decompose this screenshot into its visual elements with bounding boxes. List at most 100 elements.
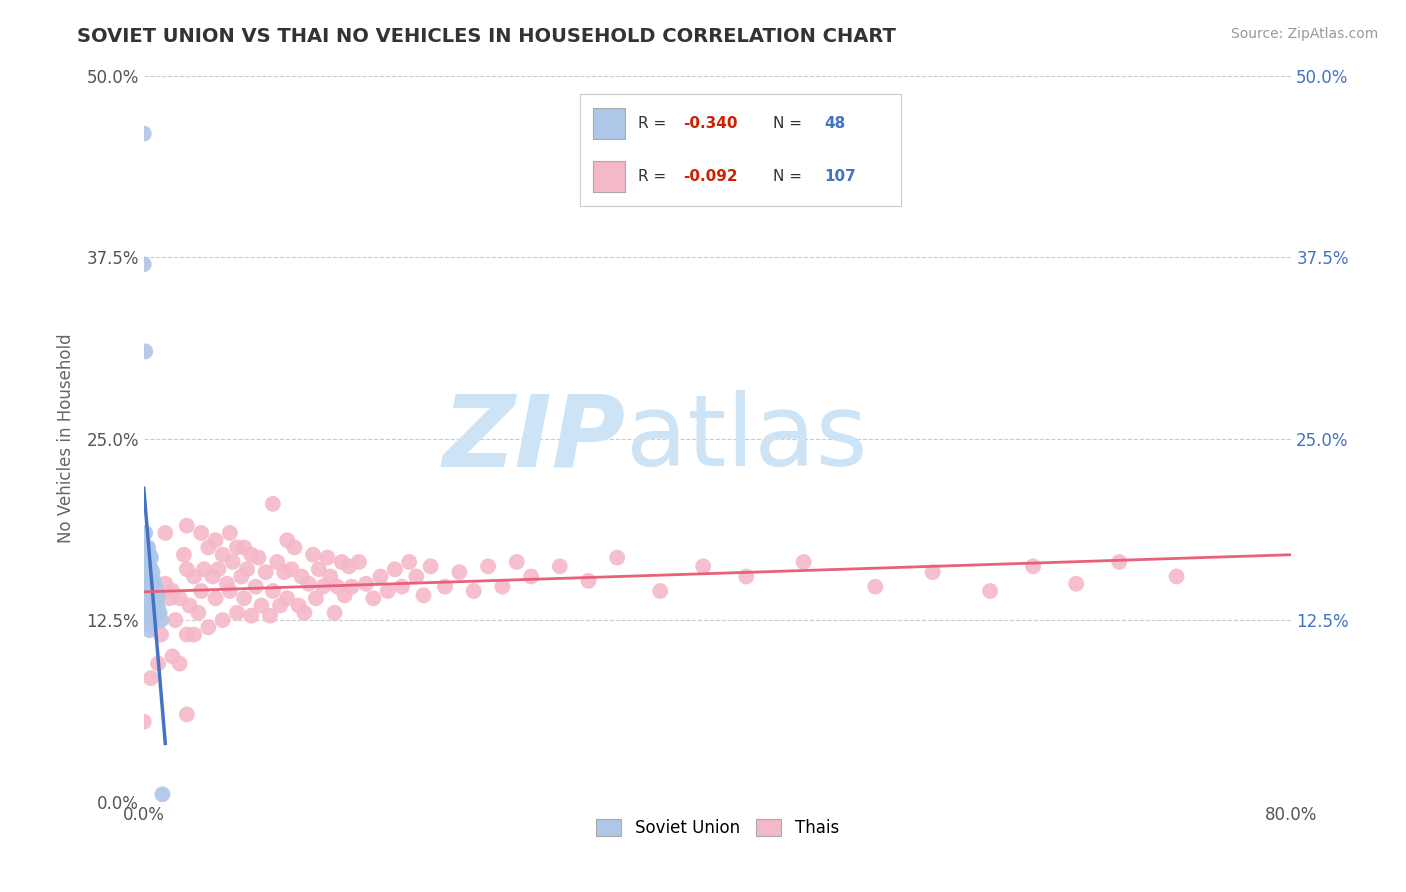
Point	[333, 588, 356, 602]
Point	[136, 569, 159, 583]
Point	[276, 591, 298, 606]
Point	[290, 569, 312, 583]
Point	[793, 555, 815, 569]
Point	[136, 617, 159, 632]
Point	[1022, 559, 1045, 574]
Point	[354, 576, 377, 591]
Point	[419, 559, 441, 574]
Point	[148, 606, 170, 620]
Point	[391, 580, 413, 594]
Point	[491, 580, 513, 594]
Legend: Soviet Union, Thais: Soviet Union, Thais	[589, 813, 845, 844]
Point	[139, 574, 162, 588]
Point	[211, 613, 233, 627]
Point	[405, 569, 427, 583]
Point	[136, 603, 159, 617]
Point	[1166, 569, 1188, 583]
Point	[134, 344, 156, 359]
Point	[146, 657, 169, 671]
Point	[207, 562, 229, 576]
Point	[141, 599, 163, 613]
Text: ZIP: ZIP	[443, 390, 626, 487]
Point	[176, 518, 198, 533]
Point	[141, 576, 163, 591]
Point	[384, 562, 406, 576]
Point	[145, 594, 167, 608]
Point	[247, 550, 270, 565]
Point	[449, 565, 471, 579]
Point	[197, 541, 219, 555]
Point	[159, 591, 181, 606]
Text: atlas: atlas	[626, 390, 868, 487]
Point	[193, 562, 215, 576]
Point	[245, 580, 267, 594]
Point	[197, 620, 219, 634]
Point	[138, 580, 160, 594]
Point	[136, 580, 159, 594]
Point	[273, 565, 295, 579]
Point	[162, 584, 184, 599]
Point	[176, 562, 198, 576]
Point	[226, 606, 249, 620]
Point	[979, 584, 1001, 599]
Point	[155, 576, 177, 591]
Point	[323, 606, 346, 620]
Point	[152, 787, 174, 801]
Point	[692, 559, 714, 574]
Point	[398, 555, 420, 569]
Point	[218, 525, 240, 540]
Point	[135, 599, 157, 613]
Point	[138, 601, 160, 615]
Y-axis label: No Vehicles in Household: No Vehicles in Household	[58, 334, 75, 543]
Point	[155, 525, 177, 540]
Point	[139, 584, 162, 599]
Point	[276, 533, 298, 548]
Point	[135, 555, 157, 569]
Point	[141, 587, 163, 601]
Point	[142, 599, 165, 613]
Point	[316, 550, 339, 565]
Point	[169, 591, 191, 606]
Point	[143, 591, 166, 606]
Point	[305, 591, 328, 606]
Point	[138, 613, 160, 627]
Point	[434, 580, 457, 594]
Point	[262, 584, 284, 599]
Point	[135, 584, 157, 599]
Point	[173, 548, 195, 562]
Point	[269, 599, 291, 613]
Point	[183, 627, 205, 641]
Point	[143, 580, 166, 594]
Point	[150, 627, 173, 641]
Point	[215, 576, 238, 591]
Point	[240, 608, 263, 623]
Point	[340, 580, 363, 594]
Point	[143, 606, 166, 620]
Point	[254, 565, 277, 579]
Point	[218, 584, 240, 599]
Point	[139, 594, 162, 608]
Point	[865, 580, 887, 594]
Point	[136, 541, 159, 555]
Point	[139, 671, 162, 685]
Point	[138, 569, 160, 583]
Point	[150, 613, 173, 627]
Point	[139, 606, 162, 620]
Point	[134, 555, 156, 569]
Point	[1108, 555, 1130, 569]
Point	[326, 580, 349, 594]
Point	[650, 584, 672, 599]
Point	[262, 497, 284, 511]
Point	[138, 559, 160, 574]
Point	[139, 562, 162, 576]
Point	[139, 550, 162, 565]
Point	[132, 127, 155, 141]
Point	[176, 627, 198, 641]
Point	[233, 591, 256, 606]
Point	[138, 624, 160, 638]
Point	[132, 257, 155, 271]
Point	[377, 584, 399, 599]
Point	[287, 599, 309, 613]
Point	[226, 541, 249, 555]
Point	[142, 574, 165, 588]
